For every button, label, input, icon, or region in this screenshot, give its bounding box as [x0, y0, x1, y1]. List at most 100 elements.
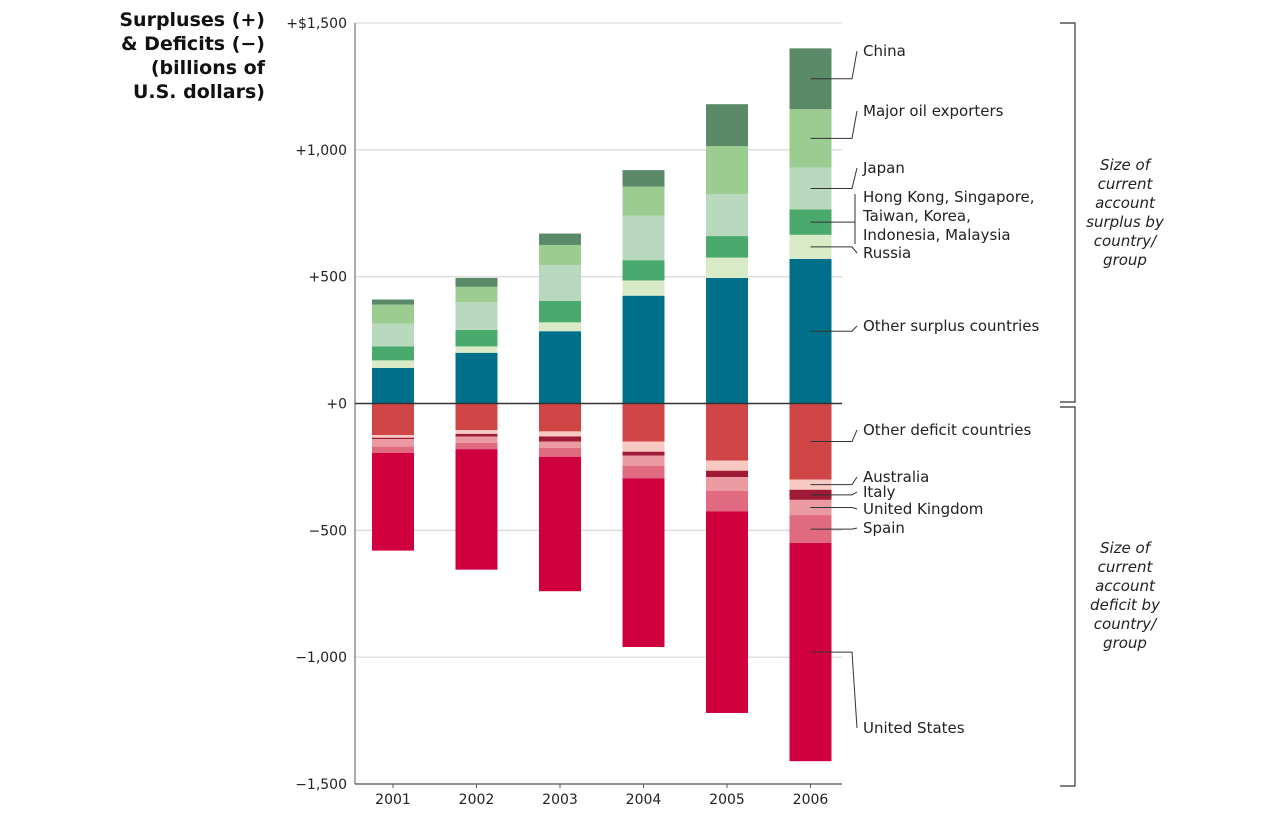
series-label: United Kingdom — [863, 500, 983, 518]
surplus-note-line: group — [1103, 251, 1147, 269]
bar-segment — [622, 215, 665, 261]
bar-segment — [706, 104, 748, 147]
series-label: Spain — [863, 519, 905, 537]
leader-line — [810, 325, 858, 332]
x-tick-label: 2003 — [542, 792, 578, 808]
leader-line — [810, 527, 858, 530]
bar-segment — [622, 260, 665, 281]
leader-line — [810, 651, 858, 729]
x-tick-label: 2005 — [709, 792, 745, 808]
leader-line — [810, 246, 858, 254]
bar-segment — [455, 433, 498, 437]
surplus-bracket — [1060, 22, 1076, 403]
deficit-note-line: group — [1103, 634, 1147, 652]
bar-segment — [622, 186, 665, 216]
bar-segment — [372, 360, 414, 368]
series-label: Other deficit countries — [863, 421, 1032, 439]
bar-segment — [539, 244, 581, 266]
bar-segment — [706, 236, 748, 258]
series-label: United States — [863, 719, 965, 737]
bar-segment — [622, 451, 665, 456]
bar-segment — [539, 403, 581, 432]
series-label: China — [863, 42, 906, 60]
series-label: Indonesia, Malaysia — [863, 226, 1011, 244]
y-tick-label: +500 — [309, 270, 347, 286]
leader-line — [810, 491, 858, 496]
bar-segment — [706, 257, 748, 278]
deficit-note: Size of current account deficit by count… — [1070, 539, 1180, 653]
y-tick-label: −1,000 — [295, 650, 347, 666]
deficit-bracket — [1060, 406, 1076, 787]
bar-segment — [372, 346, 414, 361]
bar-segment — [455, 352, 498, 404]
bar-segment — [372, 446, 414, 453]
bar-segment — [622, 170, 665, 187]
chart-title-line: Surpluses (+) — [119, 9, 265, 31]
bar-segment — [455, 346, 498, 353]
bar-segment — [455, 430, 498, 434]
bar-segment — [539, 322, 581, 332]
bar-segment — [622, 478, 665, 648]
surplus-note-line: current — [1097, 175, 1153, 193]
bar-segment — [455, 403, 498, 431]
y-tick-label: −500 — [309, 523, 347, 539]
bar-segment — [372, 403, 414, 436]
bar-segment — [706, 511, 748, 713]
surplus-note-line: country/ — [1093, 232, 1157, 250]
series-label: Taiwan, Korea, — [862, 207, 971, 225]
surplus-note-line: surplus by — [1086, 213, 1164, 231]
y-tick-label: +$1,500 — [286, 16, 347, 32]
series-label: Russia — [863, 244, 911, 262]
bar-segment — [372, 367, 414, 404]
bar-segment — [455, 286, 498, 303]
deficit-note-line: Size of — [1099, 539, 1151, 557]
bar-segment — [706, 491, 748, 512]
series-label: Hong Kong, Singapore, — [863, 188, 1035, 206]
bar-segment — [372, 439, 414, 447]
bar-segment — [539, 300, 581, 323]
leader-line — [810, 476, 858, 486]
bar-segment — [706, 277, 748, 404]
bar-segment — [622, 455, 665, 466]
series-label: Australia — [863, 468, 929, 486]
series-label: Japan — [862, 159, 905, 177]
deficit-note-line: deficit by — [1090, 596, 1160, 614]
bar-segment — [455, 436, 498, 443]
bar-segment — [622, 295, 665, 404]
chart-title-line: (billions of — [150, 57, 265, 79]
bar-segment — [455, 449, 498, 570]
x-tick-label: 2006 — [793, 792, 829, 808]
leader-line — [810, 50, 858, 80]
bar-segment — [455, 442, 498, 450]
bar-segment — [372, 299, 414, 305]
bar-segment — [622, 280, 665, 296]
surplus-note-line: account — [1095, 194, 1155, 212]
deficit-note-line: account — [1095, 577, 1155, 595]
bar-segment — [539, 447, 581, 457]
bar-segment — [455, 277, 498, 287]
bar-segment — [372, 304, 414, 324]
x-tick-label: 2001 — [375, 792, 411, 808]
y-tick-label: +1,000 — [295, 143, 347, 159]
bar-segment — [622, 465, 665, 479]
bar-segment — [622, 441, 665, 452]
deficit-note-line: country/ — [1093, 615, 1157, 633]
surplus-note: Size of current account surplus by count… — [1070, 156, 1180, 270]
bar-segment — [455, 329, 498, 347]
chart-title: Surpluses (+) & Deficits (−) (billions o… — [60, 8, 265, 104]
chart-title-line: U.S. dollars) — [132, 81, 265, 103]
bar-segment — [455, 302, 498, 330]
bar-segment — [539, 233, 581, 245]
bar-segment — [539, 431, 581, 437]
bar-segment — [372, 437, 414, 440]
bar-segment — [706, 477, 748, 492]
leader-line — [810, 507, 858, 510]
y-tick-label: −1,500 — [295, 777, 347, 793]
deficit-note-line: current — [1097, 558, 1153, 576]
series-label: Other surplus countries — [863, 317, 1040, 335]
bar-segment — [706, 194, 748, 237]
bar-segment — [539, 331, 581, 404]
bar-segment — [372, 323, 414, 347]
leader-line — [810, 110, 858, 139]
bar-segment — [539, 441, 581, 448]
